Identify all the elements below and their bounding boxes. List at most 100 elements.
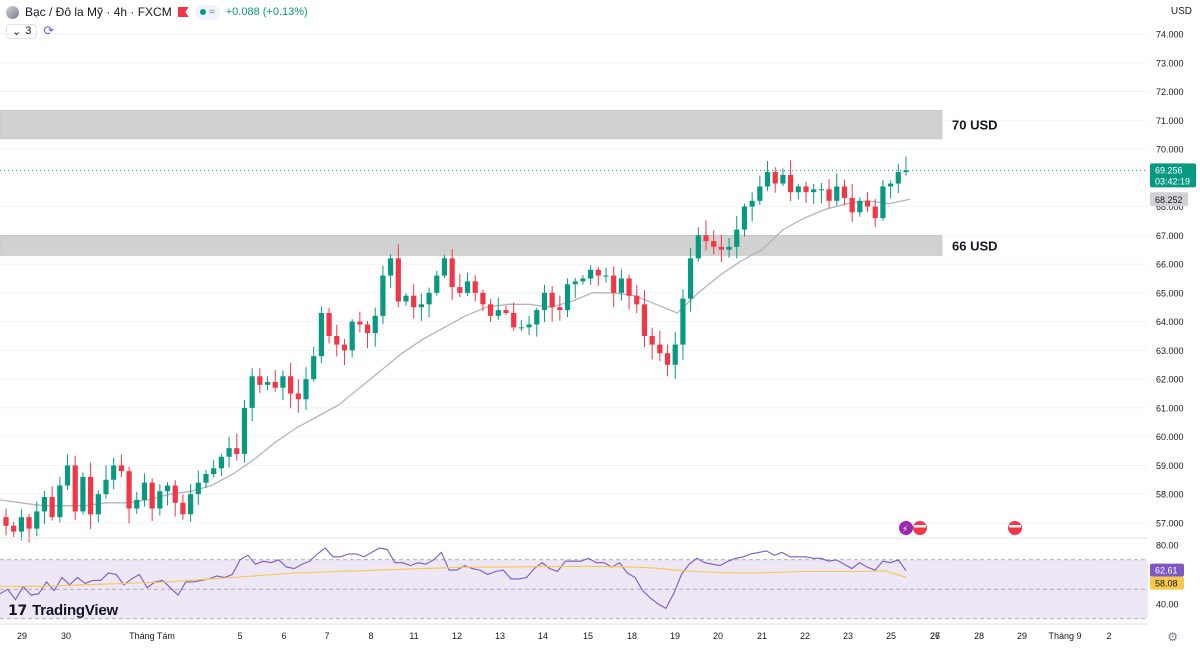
candle-body — [811, 189, 817, 193]
sync-icon[interactable]: ⟳ — [43, 23, 55, 38]
candle-body — [418, 304, 424, 308]
candle-body — [880, 186, 886, 219]
candle-body — [495, 310, 501, 316]
candle — [64, 454, 71, 490]
lightning-event-icon — [899, 521, 913, 535]
candle — [495, 297, 501, 320]
candle — [603, 267, 609, 283]
candle — [272, 370, 278, 392]
tradingview-mark-icon: 𝟭𝟳 — [8, 602, 28, 619]
candle-body — [41, 497, 48, 512]
candle-body — [834, 186, 840, 201]
price-tick-label: 72.000 — [1156, 87, 1184, 97]
candle — [572, 278, 578, 298]
candle-body — [57, 485, 63, 518]
candle-body — [564, 284, 571, 311]
candle-body — [95, 494, 101, 515]
candle-body — [534, 310, 540, 325]
time-tick-label: 19 — [670, 631, 680, 641]
candle-body — [741, 206, 748, 230]
candle-body — [888, 183, 894, 187]
candle — [580, 275, 586, 285]
time-tick-label: Tháng 9 — [1048, 631, 1081, 641]
rsi-ma-value-tag — [1150, 576, 1184, 590]
candle — [634, 284, 640, 314]
time-tick-label: 21 — [757, 631, 767, 641]
time-tick-label: 27 — [930, 631, 940, 641]
candle — [826, 179, 832, 209]
candle — [280, 370, 286, 400]
candle-body — [664, 353, 671, 365]
candle-body — [441, 258, 448, 276]
candle — [772, 167, 778, 193]
candle-body — [549, 292, 555, 308]
candle — [149, 478, 155, 521]
tradingview-logo-text: TradingView — [32, 602, 118, 619]
price-tick-label: 58.000 — [1156, 490, 1184, 500]
candle-body — [572, 281, 578, 285]
candle — [649, 327, 655, 360]
candle — [511, 302, 517, 331]
rsi-tick-label: 80.00 — [1156, 541, 1179, 551]
time-tick-label: 29 — [17, 631, 27, 641]
time-tick-label: 5 — [237, 631, 242, 641]
flag-stripe — [1009, 525, 1021, 528]
candle-body — [249, 376, 255, 408]
time-tick-label: 13 — [495, 631, 505, 641]
indicator-count: 3 — [25, 25, 32, 37]
candle — [218, 453, 224, 476]
candle-body — [903, 170, 909, 173]
bar-countdown: 03:42:19 — [1155, 176, 1190, 186]
candle-body — [157, 491, 163, 509]
candle — [203, 469, 209, 488]
tradingview-logo[interactable]: 𝟭𝟳 TradingView — [8, 602, 118, 619]
candle-body — [557, 307, 563, 311]
candle-body — [180, 502, 186, 515]
market-status-pill[interactable]: ≈ — [194, 4, 220, 20]
candle — [72, 455, 78, 521]
candle-body — [303, 379, 309, 400]
event-markers: ⚡ — [899, 521, 1022, 535]
candle-body — [780, 174, 786, 184]
indicator-toggle[interactable]: ⌄ 3 — [6, 23, 38, 39]
candle-body — [864, 200, 871, 207]
candle — [480, 289, 486, 312]
candle-body — [426, 292, 432, 305]
last-price-value: 69.256 — [1155, 165, 1183, 175]
currency-label[interactable]: USD — [1170, 6, 1192, 17]
candle — [726, 238, 732, 258]
candle — [241, 399, 248, 463]
candle-body — [172, 485, 178, 503]
candle — [488, 299, 494, 322]
candle-body — [526, 324, 532, 328]
candle — [288, 362, 294, 409]
price-tick-label: 67.000 — [1156, 231, 1184, 241]
candle-body — [518, 327, 524, 329]
time-tick-label: 20 — [713, 631, 723, 641]
time-tick-label: 26 — [930, 631, 940, 641]
candle — [357, 311, 363, 333]
candle-body — [357, 321, 363, 325]
grid — [0, 33, 1148, 524]
red-flag-icon[interactable] — [177, 7, 189, 17]
candle — [788, 160, 794, 202]
candle-body — [88, 476, 94, 515]
candle-body — [757, 186, 763, 201]
candle — [664, 344, 671, 377]
time-tick-label: 22 — [800, 631, 810, 641]
price-zone — [0, 235, 943, 256]
candle — [757, 175, 763, 206]
candle-body — [703, 235, 709, 242]
ma-price-tag — [1150, 192, 1188, 207]
candle — [388, 254, 394, 289]
candle — [795, 183, 801, 200]
symbol-title[interactable]: Bạc / Đô la Mỹ · 4h · FXCM — [25, 5, 172, 19]
price-zone — [0, 109, 943, 140]
candle-body — [11, 525, 17, 532]
gear-icon[interactable]: ⚙ — [1167, 630, 1178, 644]
candle — [626, 274, 632, 310]
candle — [557, 295, 563, 321]
candle-body — [272, 381, 278, 388]
candle-body — [326, 312, 332, 336]
